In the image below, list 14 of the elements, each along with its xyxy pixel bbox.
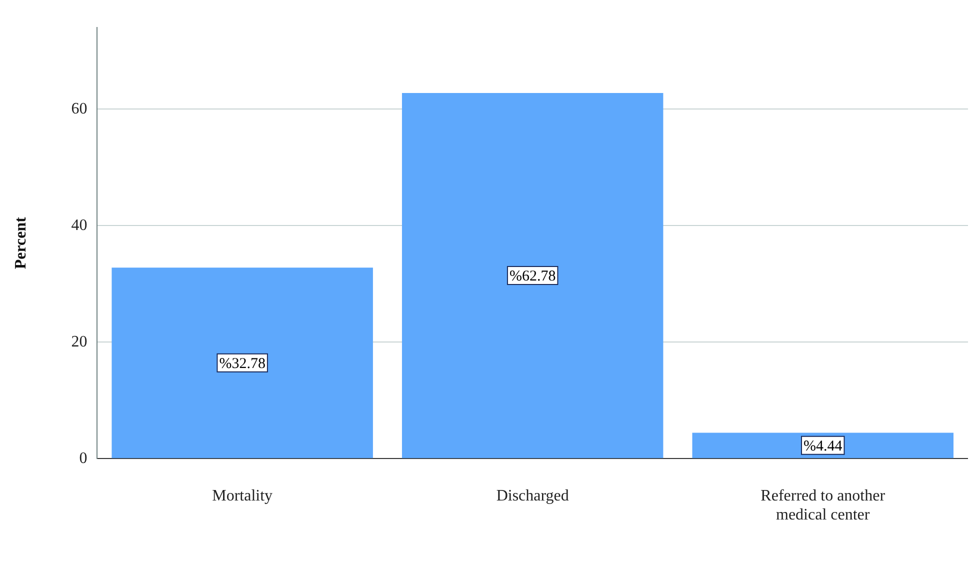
data-label: %4.44	[803, 438, 843, 454]
y-tick-label: 60	[71, 100, 88, 118]
data-label: %32.78	[219, 356, 266, 372]
x-tick-label: Mortality	[212, 487, 273, 504]
x-tick-label: Referred to another medical center	[760, 487, 886, 524]
bar	[692, 432, 954, 458]
y-tick-label: 20	[71, 333, 88, 350]
y-tick-label: 40	[71, 216, 88, 234]
bar	[112, 268, 373, 458]
bar	[402, 92, 664, 458]
y-tick-label: 0	[79, 450, 88, 467]
data-label: %62.78	[509, 268, 556, 284]
x-tick-label: Discharged	[496, 487, 569, 504]
y-axis-title: Percent	[12, 216, 30, 270]
